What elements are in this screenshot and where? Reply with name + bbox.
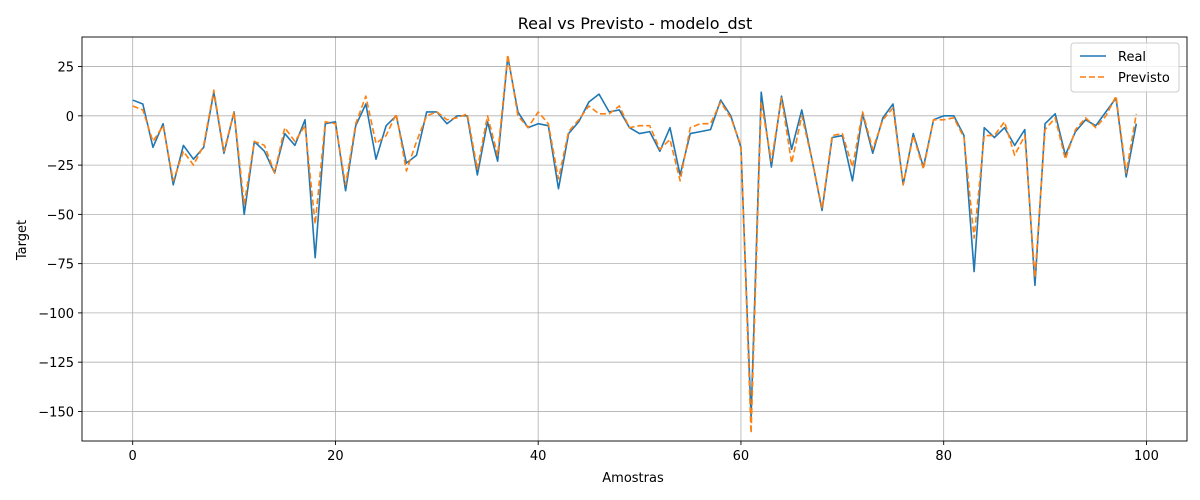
x-axis-label: Amostras — [602, 471, 664, 486]
y-tick-label: −150 — [38, 405, 74, 420]
legend-label-real: Real — [1118, 50, 1146, 65]
series-line-real — [132, 55, 1138, 419]
x-tick-label: 80 — [935, 449, 952, 464]
chart-title: Real vs Previsto - modelo_dst — [518, 14, 753, 34]
axes-frame — [81, 36, 1188, 442]
y-tick-label: 25 — [57, 61, 74, 76]
plot-area: 0 20 40 60 80 100 25 0 −25 −50 −75 −100 −125 −150 — [38, 36, 1188, 464]
x-tick-label: 20 — [327, 449, 344, 464]
x-tick-label: 60 — [733, 449, 750, 464]
y-tick-label: 0 — [66, 110, 74, 125]
x-tick-label: 0 — [129, 449, 137, 464]
legend-label-previsto: Previsto — [1118, 71, 1170, 86]
x-tick-label: 40 — [530, 449, 547, 464]
y-tick-label: −75 — [47, 258, 74, 273]
x-tick-label: 100 — [1134, 449, 1159, 464]
legend: Real Previsto — [1070, 42, 1180, 93]
y-tick-label: −125 — [38, 356, 74, 371]
y-axis-label: Target — [15, 220, 30, 261]
y-tick-label: −50 — [47, 208, 74, 223]
y-tick-label: −25 — [47, 159, 74, 174]
y-tick-label: −100 — [38, 307, 74, 322]
